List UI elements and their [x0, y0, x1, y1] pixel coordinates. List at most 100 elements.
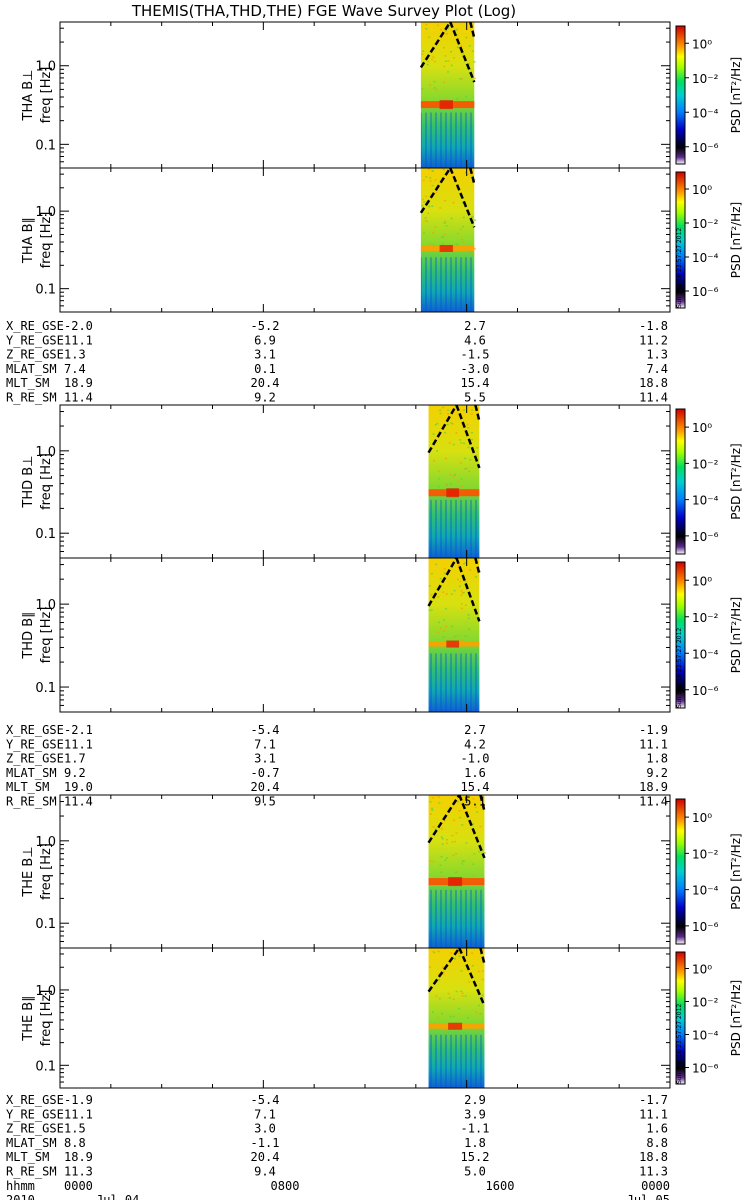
cyclotron-curve [455, 557, 481, 622]
y-tick-label: 0.1 [35, 138, 56, 153]
y-axis-label: freq [Hz] [39, 212, 54, 269]
time-axis-row-label: hhmm [6, 1179, 35, 1193]
time-axis-row-label: 2010 [6, 1193, 35, 1200]
ephemeris-value: 11.4 [64, 391, 93, 405]
ephemeris-value: 9.4 [254, 1165, 276, 1179]
y-tick-label: 1.0 [35, 984, 56, 999]
y-tick-label: 0.1 [35, 917, 56, 932]
ephemeris-row-label: R_RE_SM [6, 1165, 57, 1179]
ephemeris-value: -1.0 [461, 752, 490, 766]
ephemeris-value: 20.4 [251, 376, 280, 390]
y-axis-label: freq [Hz] [39, 990, 54, 1047]
cyclotron-curve [449, 167, 476, 228]
cyclotron-curve [479, 947, 486, 965]
y-axis-label: freq [Hz] [39, 843, 54, 900]
spectrogram-data [427, 557, 481, 712]
y-axis-label: freq [Hz] [39, 607, 54, 664]
ephemeris-row-label: R_RE_SM [6, 391, 57, 405]
ephemeris-row-label: Z_RE_GSE [6, 752, 64, 766]
y-tick-label: 0.1 [35, 527, 56, 542]
colorbar-tick-label: 10⁻⁶ [692, 285, 719, 299]
ephemeris-value: 0.1 [254, 362, 276, 376]
ephemeris-value: -1.1 [251, 1136, 280, 1150]
ephemeris-value: 1.3 [646, 348, 668, 362]
ephemeris-value: 4.6 [464, 333, 486, 347]
ephemeris-value: 11.1 [64, 1107, 93, 1121]
ephemeris-value: 11.3 [639, 1165, 668, 1179]
spectrogram-data [427, 794, 486, 948]
ephemeris-row-label: MLAT_SM [6, 362, 57, 376]
colorbar-tick-label: 10⁰ [692, 421, 712, 435]
y-tick-label: 1.0 [35, 835, 56, 850]
ephemeris-value: 1.6 [646, 1122, 668, 1136]
spectrogram-panel: 1.0 0.1 THA B⊥ freq [Hz] 10⁰ 10⁻² 10⁻⁴ 10⁻⁶ PSD … [21, 21, 743, 169]
panel-label: THA B∥ [21, 217, 36, 264]
cyclotron-curve [458, 794, 486, 859]
ephemeris-value: 11.4 [639, 391, 668, 405]
ephemeris-value: 1.8 [464, 1136, 486, 1150]
ephemeris-value: -1.5 [461, 348, 490, 362]
panel-frame [59, 167, 671, 313]
colorbar-tick-label: 10⁻² [692, 996, 719, 1010]
colorbar-tick-label: 10⁻⁴ [692, 494, 719, 508]
cyclotron-curve [427, 794, 461, 844]
colorbar-tick-label: 10⁻² [692, 217, 719, 231]
y-axis-label: freq [Hz] [39, 453, 54, 510]
ephemeris-value: 11.1 [64, 333, 93, 347]
ephemeris-value: 9.2 [64, 766, 86, 780]
colorbar: 10⁰ 10⁻² 10⁻⁴ 10⁻⁶ PSD [nT²/Hz] Sun Sep 16 23… [675, 561, 743, 709]
spectrogram-data [419, 21, 476, 168]
ephemeris-value: 18.9 [64, 376, 93, 390]
ephemeris-value: 5.1 [464, 795, 486, 809]
ephemeris-value: -1.8 [639, 319, 668, 333]
colorbar-tick-label: 10⁰ [692, 37, 712, 51]
colorbar-tick-label: 10⁰ [692, 811, 712, 825]
ephemeris-row-label: Y_RE_GSE [6, 1107, 64, 1121]
time-axis-value: Jul 04 [96, 1193, 139, 1200]
time-axis-value: 0000 [641, 1179, 670, 1193]
ephemeris-value: 2.7 [464, 319, 486, 333]
ephemeris-value: 11.1 [64, 737, 93, 751]
ephemeris-row-label: R_RE_SM [6, 795, 57, 809]
y-axis-label: freq [Hz] [39, 67, 54, 124]
ephemeris-value: -5.2 [251, 319, 280, 333]
ephemeris-value: 11.1 [639, 1107, 668, 1121]
ephemeris-value: 8.8 [64, 1136, 86, 1150]
colorbar-label: PSD [nT²/Hz] [729, 202, 743, 278]
ephemeris-value: 18.9 [64, 1150, 93, 1164]
ephemeris-value: 1.3 [64, 348, 86, 362]
ephemeris-value: 3.1 [254, 348, 276, 362]
ephemeris-value: 9.5 [254, 795, 276, 809]
cyclotron-curve [479, 794, 486, 812]
ephemeris-value: 4.2 [464, 737, 486, 751]
cyclotron-curve [419, 21, 452, 69]
ephemeris-value: -2.0 [64, 319, 93, 333]
ephemeris-value: 1.8 [646, 752, 668, 766]
ephemeris-value: -5.4 [251, 723, 280, 737]
colorbar-tick-label: 10⁰ [692, 574, 712, 588]
spectrogram-data [419, 167, 477, 312]
panel-frame [59, 794, 671, 949]
ephemeris-value: 11.4 [64, 795, 93, 809]
ephemeris-value: -5.4 [251, 1093, 280, 1107]
colorbar-tick-label: 10⁻² [692, 72, 719, 86]
colorbar-tick-label: 10⁻⁶ [692, 141, 719, 155]
cyclotron-curve [474, 557, 481, 575]
colorbar: 10⁰ 10⁻² 10⁻⁴ 10⁻⁶ PSD [nT²/Hz] Sun Sep 16 23… [675, 171, 743, 309]
cyclotron-curve [427, 404, 458, 454]
colorbar-label: PSD [nT²/Hz] [729, 443, 743, 519]
ephemeris-table: X_RE_GSE -2.0 -5.2 2.7 -1.8Y_RE_GSE 11.1 6.9 4.… [6, 319, 668, 1179]
ephemeris-value: -3.0 [461, 362, 490, 376]
timestamp-label: Sun Sep 16 23:57:27 2012 [676, 1004, 683, 1084]
ephemeris-value: 1.6 [464, 766, 486, 780]
ephemeris-row-label: X_RE_GSE [6, 319, 64, 333]
ephemeris-value: -0.7 [251, 766, 280, 780]
y-tick-label: 0.1 [35, 681, 56, 696]
ephemeris-value: 18.8 [639, 1150, 668, 1164]
colorbar: 10⁰ 10⁻² 10⁻⁴ 10⁻⁶ PSD [nT²/Hz] [675, 798, 743, 945]
y-tick-label: 1.0 [35, 598, 56, 613]
cyclotron-curve [455, 404, 481, 469]
ephemeris-value: 11.1 [639, 737, 668, 751]
